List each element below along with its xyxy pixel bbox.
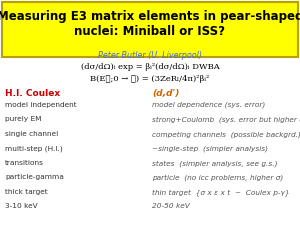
Text: thick target: thick target [5, 189, 48, 195]
Text: H.I. Coulex: H.I. Coulex [5, 89, 60, 98]
Text: transitions: transitions [5, 160, 44, 166]
Text: model independent: model independent [5, 102, 76, 108]
Text: 20-50 keV: 20-50 keV [152, 203, 190, 209]
Text: single channel: single channel [5, 131, 58, 137]
Text: B(Eℓ;0 → ℓ) = (3ZeRₗ/4π)²βᵢ²: B(Eℓ;0 → ℓ) = (3ZeRₗ/4π)²βᵢ² [90, 75, 210, 83]
Text: particle-gamma: particle-gamma [5, 175, 64, 180]
Text: Peter Butler (U. Liverpool): Peter Butler (U. Liverpool) [98, 51, 202, 60]
Text: (d,d'): (d,d') [152, 89, 179, 98]
Text: strong+Coulomb  (sys. error but higher σ): strong+Coulomb (sys. error but higher σ) [152, 117, 300, 123]
Text: thin target  {σ x ε x t  ~  Coulex p-γ}: thin target {σ x ε x t ~ Coulex p-γ} [152, 189, 290, 196]
Text: competing channels  (possible backgrd.): competing channels (possible backgrd.) [152, 131, 300, 138]
Text: states  (simpler analysis, see g.s.): states (simpler analysis, see g.s.) [152, 160, 278, 166]
Text: Measuring E3 matrix elements in pear-shaped
nuclei: Miniball or ISS?: Measuring E3 matrix elements in pear-sha… [0, 10, 300, 38]
Text: ~single-step  (simpler analysis): ~single-step (simpler analysis) [152, 146, 268, 152]
Text: multi-step (H.I.): multi-step (H.I.) [5, 146, 63, 152]
Text: (dσ/dΩ)ᵢ exp = βᵢ²(dσ/dΩ)ᵢ DWBA: (dσ/dΩ)ᵢ exp = βᵢ²(dσ/dΩ)ᵢ DWBA [81, 63, 219, 71]
Text: model dependence (sys. error): model dependence (sys. error) [152, 102, 265, 108]
Text: purely EM: purely EM [5, 117, 41, 122]
Text: 3-10 keV: 3-10 keV [5, 203, 38, 209]
Text: particle  (no icc problems, higher σ): particle (no icc problems, higher σ) [152, 175, 283, 181]
FancyBboxPatch shape [2, 2, 298, 57]
